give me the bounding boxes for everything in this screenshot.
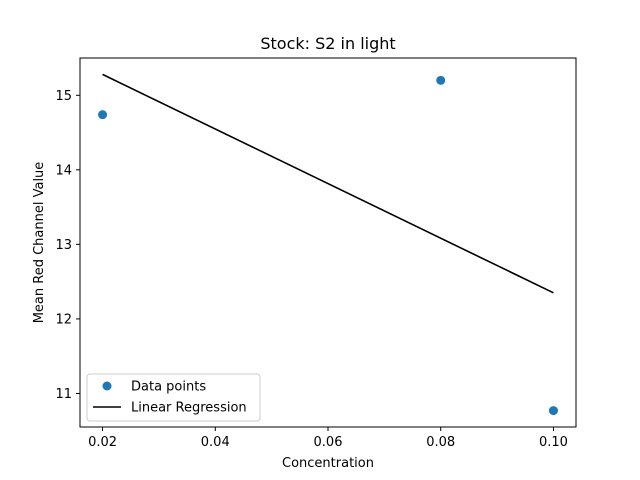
x-tick-label: 0.04	[201, 435, 230, 450]
legend-box	[86, 373, 261, 422]
y-axis-label: Mean Red Channel Value	[32, 162, 47, 324]
data-point	[548, 406, 558, 416]
x-tick-label: 0.10	[539, 435, 568, 450]
legend-label: Data points	[131, 380, 206, 395]
y-tick-label: 11	[55, 387, 72, 402]
y-tick-label: 15	[55, 89, 72, 104]
x-axis-label: Concentration	[282, 456, 374, 471]
legend-label: Linear Regression	[131, 401, 247, 416]
y-tick-label: 13	[55, 238, 72, 253]
legend-marker-swatch	[102, 381, 112, 391]
y-tick-label: 14	[55, 163, 72, 178]
y-tick-label: 12	[55, 312, 72, 327]
regression-line	[102, 73, 554, 294]
data-point	[436, 75, 446, 85]
data-point	[98, 110, 108, 120]
legend: Data points Linear Regression	[86, 373, 261, 422]
x-tick-label: 0.06	[314, 435, 343, 450]
x-tick-label: 0.08	[426, 435, 455, 450]
chart-title: Stock: S2 in light	[260, 34, 395, 53]
x-tick-label: 0.02	[88, 435, 117, 450]
